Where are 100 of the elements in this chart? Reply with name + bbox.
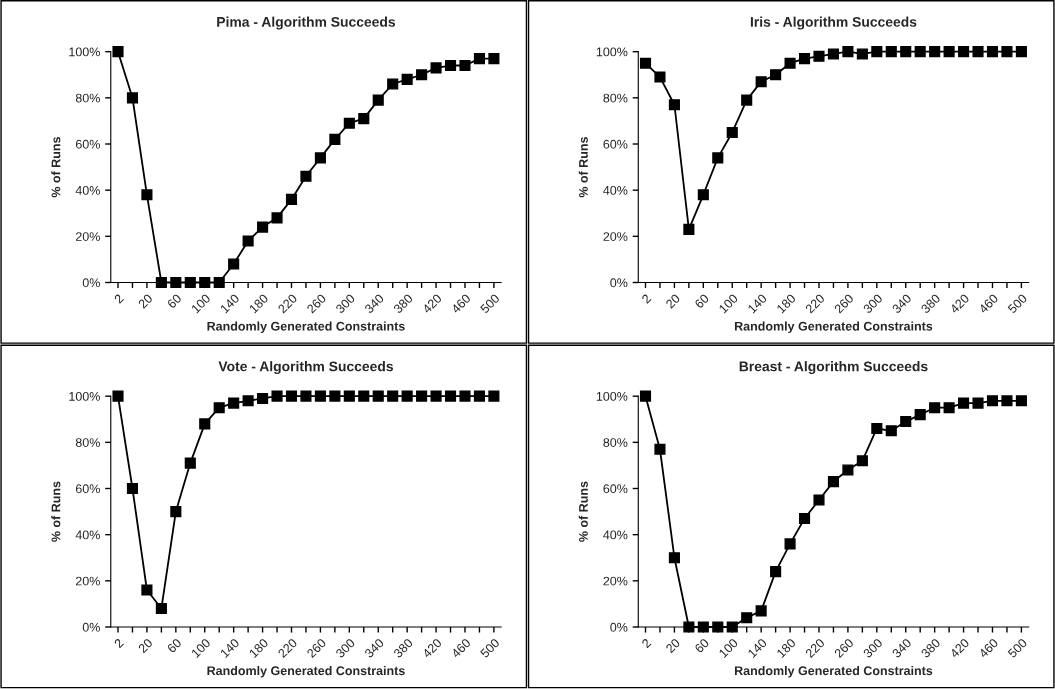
y-tick-label: 20%	[603, 232, 628, 241]
point	[329, 133, 341, 145]
point	[827, 476, 840, 488]
point	[885, 425, 897, 437]
point	[856, 48, 868, 60]
point	[126, 92, 139, 104]
point	[155, 276, 167, 289]
point	[112, 390, 124, 402]
point	[329, 390, 341, 402]
point	[885, 46, 897, 58]
point	[668, 99, 680, 111]
point	[257, 221, 269, 233]
x-tick-label: 300	[862, 637, 883, 659]
y-tick-label: 0%	[610, 278, 628, 288]
point	[639, 390, 652, 402]
chart-title: Iris - Algorithm Succeeds	[750, 16, 917, 30]
x-tick-label: 500	[479, 293, 501, 314]
point	[986, 395, 999, 407]
point	[741, 612, 753, 624]
x-tick-label: 20	[137, 637, 154, 654]
x-tick-label: 140	[747, 293, 768, 314]
point	[358, 390, 370, 402]
point	[155, 602, 167, 615]
x-tick-label: 380	[920, 293, 941, 314]
point	[798, 512, 811, 525]
x-tick-label: 340	[891, 637, 912, 659]
point	[141, 584, 153, 596]
x-tick-label: 60	[694, 293, 710, 309]
x-axis-title: Randomly Generated Constraints	[207, 665, 405, 678]
point	[372, 94, 384, 106]
point	[755, 76, 767, 88]
x-tick-label: 2	[641, 638, 652, 649]
point	[842, 46, 854, 58]
point	[943, 46, 955, 58]
y-tick-label: 40%	[603, 530, 628, 540]
y-tick-label: 0%	[82, 278, 100, 288]
point	[430, 390, 442, 402]
point	[683, 621, 695, 633]
y-tick-label: 40%	[75, 530, 100, 540]
x-tick-label: 2	[641, 293, 652, 304]
point	[473, 390, 485, 402]
point	[300, 390, 312, 402]
x-tick-label: 220	[804, 293, 826, 314]
x-tick-label: 500	[1007, 637, 1028, 659]
x-tick-label: 60	[694, 637, 710, 654]
point	[184, 457, 196, 469]
chart-title: Pima - Algorithm Succeeds	[217, 16, 396, 30]
point	[372, 390, 384, 402]
x-tick-label: 180	[248, 293, 269, 314]
point	[285, 193, 298, 205]
y-axis-title: % of Runs	[51, 137, 61, 198]
point	[242, 235, 254, 247]
point	[958, 397, 970, 409]
chart-title: Breast - Algorithm Succeeds	[739, 361, 928, 375]
y-tick-label: 60%	[603, 139, 628, 149]
x-tick-label: 140	[747, 637, 768, 658]
point	[986, 46, 999, 58]
point	[900, 46, 912, 58]
x-tick-label: 260	[833, 637, 855, 659]
point	[416, 69, 428, 81]
x-tick-label: 180	[776, 637, 797, 658]
x-tick-label: 260	[306, 637, 327, 659]
y-tick-label: 80%	[75, 438, 100, 447]
point	[755, 605, 767, 617]
point	[668, 552, 680, 564]
point	[314, 390, 326, 402]
point	[430, 62, 442, 74]
point	[285, 390, 298, 402]
point	[972, 46, 984, 58]
y-tick-label: 60%	[75, 484, 100, 494]
point	[798, 53, 811, 65]
y-tick-label: 20%	[75, 232, 100, 241]
point	[697, 621, 709, 633]
x-tick-label: 100	[190, 293, 211, 314]
point	[271, 212, 283, 224]
x-tick-label: 460	[450, 293, 472, 314]
point	[842, 464, 854, 476]
point	[741, 94, 753, 106]
point	[228, 397, 240, 409]
point	[213, 402, 225, 414]
x-tick-label: 340	[364, 293, 385, 314]
x-tick-label: 380	[392, 293, 414, 314]
y-axis-title: % of Runs	[578, 137, 588, 198]
point	[784, 538, 796, 550]
point	[213, 276, 225, 289]
point	[112, 46, 124, 58]
y-tick-label: 80%	[75, 93, 100, 103]
x-tick-label: 380	[392, 637, 414, 659]
x-axis-title: Randomly Generated Constraints	[734, 665, 933, 678]
x-tick-label: 20	[665, 637, 681, 654]
point	[871, 422, 883, 435]
point	[343, 117, 355, 129]
point	[914, 46, 926, 58]
point	[126, 482, 139, 495]
x-tick-label: 180	[776, 293, 797, 314]
y-axis-title: % of Runs	[578, 481, 588, 542]
point	[387, 78, 399, 90]
x-tick-label: 100	[718, 637, 739, 658]
x-tick-label: 20	[137, 293, 154, 309]
point	[170, 506, 182, 518]
